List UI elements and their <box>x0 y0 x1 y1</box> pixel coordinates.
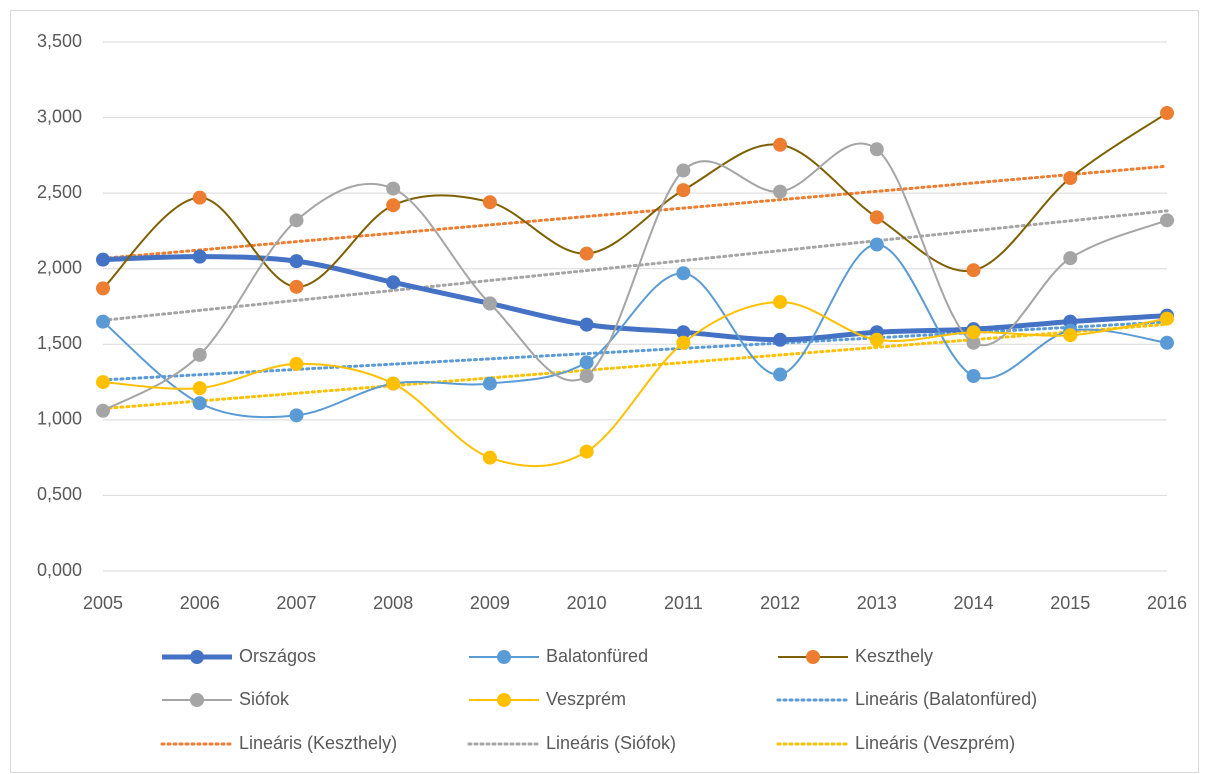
legend-label: Lineáris (Veszprém) <box>855 733 1015 753</box>
y-tick-label: 0,000 <box>37 560 82 580</box>
legend-marker <box>497 650 511 664</box>
data-point <box>579 355 594 370</box>
data-point <box>482 376 497 391</box>
data-point <box>386 275 401 290</box>
data-point <box>1063 328 1078 343</box>
data-point <box>579 317 594 332</box>
data-point <box>482 195 497 210</box>
data-point <box>773 332 788 347</box>
x-tick-label: 2010 <box>567 593 607 613</box>
y-tick-label: 3,500 <box>37 31 82 51</box>
trendline <box>101 164 1169 260</box>
legend-marker <box>806 650 820 664</box>
data-point <box>579 369 594 384</box>
x-tick-label: 2012 <box>760 593 800 613</box>
data-point <box>96 281 110 296</box>
data-point <box>676 266 691 281</box>
data-point <box>1160 335 1174 350</box>
data-point <box>1160 106 1174 121</box>
data-point <box>1063 171 1078 186</box>
data-point <box>386 376 401 391</box>
data-point <box>192 190 207 205</box>
data-point <box>869 237 884 252</box>
data-point <box>1063 251 1078 266</box>
data-point <box>676 183 691 198</box>
y-tick-label: 0,500 <box>37 484 82 504</box>
legend-label: Balatonfüred <box>546 646 648 666</box>
x-tick-label: 2014 <box>954 593 994 613</box>
data-point <box>966 369 981 384</box>
data-point <box>96 375 110 390</box>
legend-label: Lineáris (Balatonfüred) <box>855 689 1037 709</box>
data-point <box>289 213 304 228</box>
legend-label: Országos <box>239 646 316 666</box>
data-point <box>966 335 981 350</box>
data-point <box>579 246 594 261</box>
data-point <box>676 163 691 178</box>
data-point <box>773 137 788 152</box>
data-point <box>192 381 207 396</box>
legend-label: Siófok <box>239 689 290 709</box>
data-point <box>192 249 207 264</box>
data-point <box>289 254 304 269</box>
x-tick-label: 2008 <box>373 593 413 613</box>
x-tick-label: 2005 <box>83 593 123 613</box>
legend-label: Veszprém <box>546 689 626 709</box>
data-point <box>1160 311 1174 326</box>
data-point <box>289 408 304 423</box>
data-point <box>192 396 207 411</box>
data-point <box>579 444 594 459</box>
legend-marker <box>497 693 511 707</box>
data-point <box>96 403 110 418</box>
chart-frame <box>10 10 1199 773</box>
legend-marker <box>190 650 204 664</box>
y-tick-label: 3,000 <box>37 106 82 126</box>
x-tick-label: 2007 <box>276 593 316 613</box>
data-point <box>1160 213 1174 228</box>
x-tick-label: 2015 <box>1050 593 1090 613</box>
x-tick-label: 2016 <box>1147 593 1187 613</box>
legend-label: Keszthely <box>855 646 933 666</box>
data-point <box>482 450 497 465</box>
data-point <box>773 184 788 199</box>
data-point <box>289 356 304 371</box>
data-point <box>773 367 788 382</box>
series-line <box>102 254 1168 343</box>
y-tick-label: 2,000 <box>37 257 82 277</box>
trendline <box>101 209 1169 322</box>
x-tick-label: 2006 <box>180 593 220 613</box>
data-point <box>289 279 304 294</box>
data-point <box>482 296 497 311</box>
legend-marker <box>190 693 204 707</box>
data-point <box>192 347 207 362</box>
data-point <box>869 142 884 157</box>
x-tick-label: 2009 <box>470 593 510 613</box>
data-point <box>966 325 981 340</box>
data-point <box>676 325 691 340</box>
y-tick-label: 1,500 <box>37 333 82 353</box>
data-point <box>96 314 110 329</box>
trendline <box>101 322 1169 411</box>
legend-label: Lineáris (Siófok) <box>546 733 676 753</box>
data-point <box>676 335 691 350</box>
data-point <box>869 210 884 225</box>
data-point <box>966 263 981 278</box>
data-point <box>869 332 884 347</box>
x-tick-label: 2011 <box>664 593 703 613</box>
data-point <box>386 198 401 213</box>
y-tick-label: 2,500 <box>37 182 82 202</box>
data-point <box>773 294 788 309</box>
y-tick-label: 1,000 <box>37 409 82 429</box>
data-point <box>386 181 401 196</box>
data-point <box>96 252 110 267</box>
x-tick-label: 2013 <box>857 593 897 613</box>
legend-label: Lineáris (Keszthely) <box>239 733 397 753</box>
